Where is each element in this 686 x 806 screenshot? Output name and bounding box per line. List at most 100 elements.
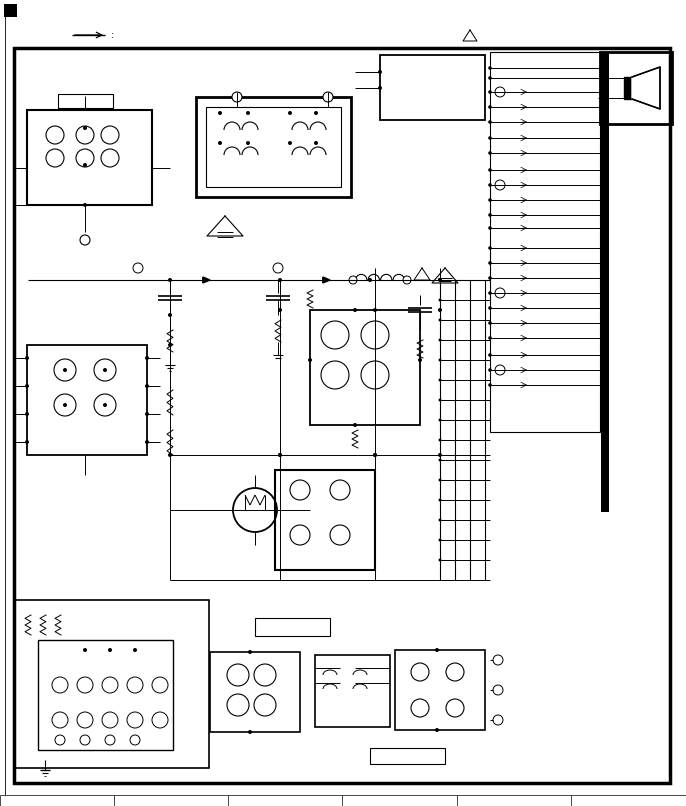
Circle shape — [80, 735, 90, 745]
Circle shape — [127, 677, 143, 693]
Bar — [490, 52, 600, 432]
Circle shape — [127, 712, 143, 728]
Circle shape — [488, 353, 492, 357]
Bar — [27, 110, 152, 205]
Circle shape — [488, 168, 492, 172]
Circle shape — [330, 525, 350, 545]
Circle shape — [438, 308, 442, 312]
Circle shape — [438, 453, 442, 457]
Circle shape — [290, 525, 310, 545]
Circle shape — [145, 440, 149, 444]
Bar — [4, 4, 17, 17]
Circle shape — [54, 359, 76, 381]
Circle shape — [63, 368, 67, 372]
Bar — [395, 650, 485, 730]
Circle shape — [488, 383, 492, 387]
Circle shape — [248, 730, 252, 734]
Circle shape — [25, 440, 29, 444]
Circle shape — [80, 235, 90, 245]
Circle shape — [83, 648, 87, 652]
Circle shape — [488, 183, 492, 187]
Circle shape — [133, 263, 143, 273]
Circle shape — [438, 438, 442, 442]
Circle shape — [246, 111, 250, 115]
Circle shape — [488, 226, 492, 230]
Polygon shape — [323, 277, 330, 283]
Circle shape — [361, 321, 389, 349]
Bar — [310, 310, 420, 425]
Circle shape — [488, 198, 492, 202]
Circle shape — [373, 453, 377, 457]
Circle shape — [373, 453, 377, 457]
Circle shape — [361, 361, 389, 389]
Bar — [58, 94, 113, 108]
Circle shape — [373, 308, 377, 312]
Circle shape — [46, 126, 64, 144]
Circle shape — [254, 664, 276, 686]
Circle shape — [94, 359, 116, 381]
Circle shape — [488, 261, 492, 265]
Circle shape — [321, 321, 349, 349]
Circle shape — [488, 322, 492, 325]
Bar — [196, 97, 351, 197]
Circle shape — [438, 418, 442, 422]
Circle shape — [54, 394, 76, 416]
Circle shape — [233, 488, 277, 532]
Circle shape — [77, 677, 93, 693]
Circle shape — [488, 90, 492, 93]
Circle shape — [493, 685, 503, 695]
Circle shape — [218, 141, 222, 145]
Circle shape — [488, 291, 492, 295]
Circle shape — [438, 379, 442, 381]
Circle shape — [488, 214, 492, 217]
Bar — [315, 655, 390, 727]
Circle shape — [25, 356, 29, 360]
Circle shape — [278, 453, 282, 457]
Circle shape — [55, 735, 65, 745]
Circle shape — [438, 318, 442, 322]
Circle shape — [278, 453, 282, 457]
Circle shape — [435, 648, 439, 652]
Circle shape — [488, 306, 492, 310]
Circle shape — [495, 87, 505, 97]
Circle shape — [446, 663, 464, 681]
Circle shape — [168, 278, 172, 282]
Circle shape — [145, 412, 149, 416]
Circle shape — [168, 313, 172, 317]
Bar — [14, 600, 209, 768]
Circle shape — [76, 149, 94, 167]
Circle shape — [438, 498, 442, 501]
Circle shape — [495, 365, 505, 375]
Circle shape — [278, 278, 282, 282]
Circle shape — [102, 677, 118, 693]
Circle shape — [168, 453, 172, 457]
Circle shape — [145, 356, 149, 360]
Circle shape — [438, 559, 442, 562]
Circle shape — [108, 648, 112, 652]
Circle shape — [378, 86, 382, 90]
Circle shape — [495, 288, 505, 298]
Circle shape — [438, 359, 442, 362]
Circle shape — [46, 149, 64, 167]
Circle shape — [438, 339, 442, 342]
Circle shape — [145, 384, 149, 388]
Circle shape — [488, 136, 492, 139]
Circle shape — [488, 152, 492, 155]
Circle shape — [488, 368, 492, 372]
Text: :: : — [110, 30, 114, 40]
Circle shape — [314, 141, 318, 145]
Circle shape — [94, 394, 116, 416]
Circle shape — [446, 699, 464, 717]
Circle shape — [278, 308, 282, 312]
Circle shape — [493, 655, 503, 665]
Circle shape — [63, 403, 67, 407]
Circle shape — [103, 403, 107, 407]
Circle shape — [488, 66, 492, 70]
Polygon shape — [624, 77, 632, 99]
Circle shape — [488, 246, 492, 250]
Circle shape — [435, 728, 439, 732]
Circle shape — [130, 735, 140, 745]
Circle shape — [438, 538, 442, 542]
Circle shape — [488, 276, 492, 280]
Circle shape — [488, 106, 492, 109]
